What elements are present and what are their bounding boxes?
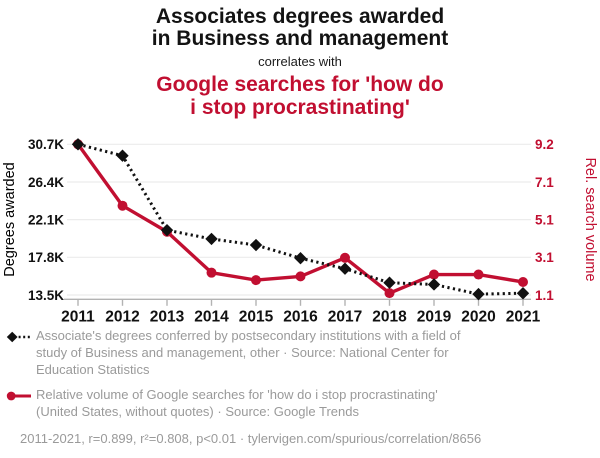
subtitle-line-2: i stop procrastinating' <box>190 96 410 119</box>
svg-text:2017: 2017 <box>328 309 362 326</box>
legend-searches-line-2: (United States, without quotes) · Source… <box>36 404 360 419</box>
legend-text-degrees: Associate's degrees conferred by postsec… <box>36 327 461 378</box>
right-axis-title: Rel. search volume <box>582 157 598 281</box>
legend-degrees-line-3: Education Statistics <box>36 362 150 377</box>
black-data-point <box>472 287 485 301</box>
black-data-point <box>294 252 307 265</box>
red-data-point <box>206 267 217 278</box>
svg-text:2018: 2018 <box>372 309 407 326</box>
connector-text: correlates with <box>258 54 342 69</box>
svg-text:17.8K: 17.8K <box>28 250 64 265</box>
red-data-point <box>429 269 439 280</box>
svg-text:2021: 2021 <box>506 309 541 326</box>
subtitle-line-1: Google searches for 'how do <box>156 73 444 96</box>
title-line-2: in Business and management <box>151 27 449 50</box>
svg-text:1.1: 1.1 <box>535 288 554 303</box>
red-data-point <box>473 269 484 280</box>
black-data-point <box>338 262 352 275</box>
legend: Associate's degrees conferred by postsec… <box>6 327 594 420</box>
black-data-point <box>427 278 441 291</box>
svg-text:2020: 2020 <box>461 309 495 326</box>
black-data-point <box>160 223 174 237</box>
x-axis <box>64 298 531 306</box>
title-line-1: Associates degrees awarded <box>155 5 445 28</box>
legend-searches-line-1: Relative volume of Google searches for '… <box>36 387 438 402</box>
svg-text:2015: 2015 <box>239 309 274 326</box>
black-data-point <box>516 287 530 300</box>
svg-text:7.1: 7.1 <box>535 175 554 190</box>
page-title: Associates degrees awarded in Business a… <box>0 6 600 50</box>
chart-card: Associates degrees awarded in Business a… <box>0 6 600 458</box>
svg-text:22.1K: 22.1K <box>28 212 64 227</box>
red-data-point <box>340 252 350 263</box>
black-data-point <box>71 138 85 151</box>
subtitle: Google searches for 'how do i stop procr… <box>0 73 600 119</box>
svg-text:30.7K: 30.7K <box>28 137 64 152</box>
svg-text:5.1: 5.1 <box>535 212 554 227</box>
legend-item-searches: Relative volume of Google searches for '… <box>6 386 594 420</box>
svg-text:2013: 2013 <box>150 309 185 326</box>
svg-text:2011: 2011 <box>61 309 95 326</box>
legend-degrees-line-2: study of Business and management, other … <box>36 345 449 360</box>
left-axis-title: Degrees awarded <box>2 162 18 276</box>
svg-text:2012: 2012 <box>105 309 139 326</box>
left-axis-tick-labels: 30.7K 26.4K 22.1K 17.8K 13.5K <box>28 137 64 303</box>
svg-text:26.4K: 26.4K <box>28 175 64 190</box>
legend-item-degrees: Associate's degrees conferred by postsec… <box>6 327 594 378</box>
x-tick-labels: 2011 2012 2013 2014 2015 2016 2017 2018 2019 2020… <box>61 309 540 326</box>
svg-text:2019: 2019 <box>417 309 452 326</box>
red-data-point <box>518 276 528 287</box>
right-axis-tick-labels: 9.2 7.1 5.1 3.1 1.1 <box>535 137 554 303</box>
red-series <box>73 139 528 299</box>
footer-stats: 2011-2021, r=0.899, r²=0.808, p<0.01 · t… <box>20 431 482 446</box>
chart-svg: 2011 2012 2013 2014 2015 2016 2017 2018 2019 2020… <box>2 137 598 326</box>
svg-text:2014: 2014 <box>194 309 229 326</box>
red-series-line <box>76 143 524 295</box>
svg-text:13.5K: 13.5K <box>28 288 64 303</box>
red-data-point <box>251 275 261 286</box>
red-data-point <box>117 200 128 211</box>
svg-text:9.2: 9.2 <box>535 137 554 152</box>
svg-text:2016: 2016 <box>283 309 318 326</box>
black-data-point <box>205 232 218 246</box>
svg-text:3.1: 3.1 <box>535 250 554 265</box>
red-data-point <box>384 288 395 299</box>
red-data-point <box>295 271 306 282</box>
black-data-point <box>116 149 129 162</box>
black-diamond-dotted-line-icon <box>6 331 31 343</box>
legend-degrees-line-1: Associate's degrees conferred by postsec… <box>36 328 461 343</box>
black-data-point <box>383 276 396 289</box>
black-data-point <box>249 238 263 252</box>
red-circle-solid-line-icon <box>6 391 31 401</box>
legend-text-searches: Relative volume of Google searches for '… <box>36 386 438 420</box>
header: Associates degrees awarded in Business a… <box>0 6 600 120</box>
